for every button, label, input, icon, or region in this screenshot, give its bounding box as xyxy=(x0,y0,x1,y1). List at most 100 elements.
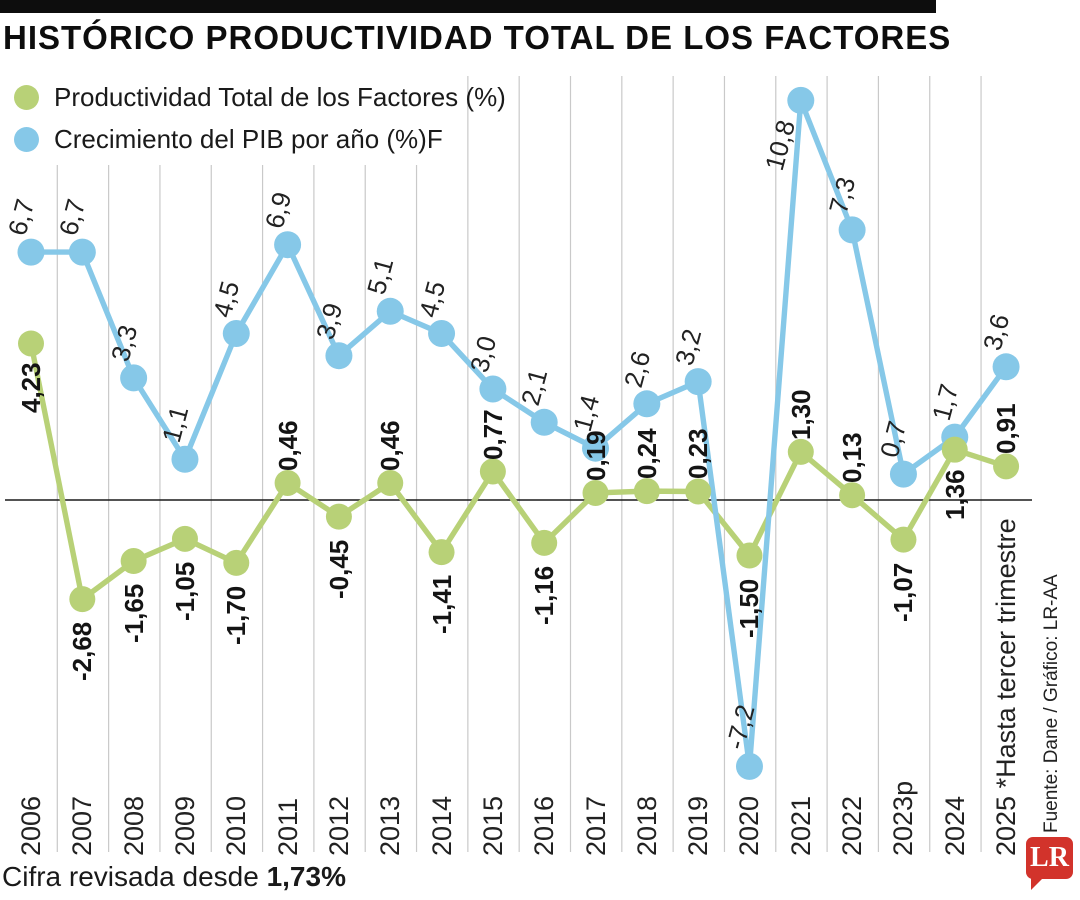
legend-item-pib: Crecimiento del PIB por año (%)F xyxy=(14,124,452,155)
legend: Productividad Total de los Factores (%) … xyxy=(0,74,506,165)
data-point-pib-2013 xyxy=(376,297,404,325)
value-label-productividad-2017: 0,19 xyxy=(580,430,611,481)
x-axis-label-2015: 2015 xyxy=(477,795,508,856)
value-label-productividad-2024: 1,36 xyxy=(939,469,970,520)
data-point-pib-2010 xyxy=(222,320,250,347)
value-label-productividad-2022: 0,13 xyxy=(837,432,868,484)
data-point-pib-2022 xyxy=(838,216,866,244)
series-line-pib xyxy=(31,97,1009,770)
data-point-pib-2009 xyxy=(171,445,199,473)
data-point-pib-2020 xyxy=(735,752,763,780)
x-axis-label-2025: 2025 *Hasta tercer trimestre xyxy=(991,518,1022,856)
value-label-productividad-2020: -1,50 xyxy=(734,578,765,638)
value-label-pib-2011: 6,9 xyxy=(258,188,297,232)
data-point-productividad-2009 xyxy=(171,525,198,552)
source-credit: Fuente: Dane / Gráfico: LR-AA xyxy=(1041,574,1062,833)
value-label-productividad-2006: 4,23 xyxy=(16,362,46,414)
data-point-pib-2019 xyxy=(684,368,712,396)
data-point-pib-2021 xyxy=(787,86,815,114)
data-point-pib-2008 xyxy=(120,364,148,392)
data-point-productividad-2023p xyxy=(890,526,917,553)
value-label-productividad-2018: 0,24 xyxy=(631,428,662,480)
data-point-productividad-2017 xyxy=(582,479,609,506)
footnote-text: Cifra revisada desde xyxy=(2,861,267,892)
x-axis-label-2016: 2016 xyxy=(529,795,560,856)
value-label-productividad-2015: 0,77 xyxy=(477,408,508,460)
data-point-pib-2025 *Hasta tercer trimestre xyxy=(992,353,1020,381)
x-axis-label-2019: 2019 xyxy=(683,795,714,856)
data-point-productividad-2022 xyxy=(839,482,866,509)
x-axis-label-2024: 2024 xyxy=(939,795,970,856)
data-point-productividad-2016 xyxy=(531,529,558,556)
legend-label-productividad: Productividad Total de los Factores (%) xyxy=(54,82,506,112)
value-label-productividad-2008: -1,65 xyxy=(118,583,149,644)
x-axis-label-2006: 2006 xyxy=(16,795,46,856)
data-point-pib-2014 xyxy=(428,320,456,347)
footnote: Cifra revisada desde 1,73% xyxy=(2,861,346,893)
x-axis-label-2009: 2009 xyxy=(169,795,200,856)
lr-logo-tail-icon xyxy=(1031,876,1045,890)
x-axis-label-2021: 2021 xyxy=(785,795,816,856)
data-point-pib-2016 xyxy=(530,408,558,436)
legend-dot-productividad-icon xyxy=(14,85,39,110)
x-axis-label-2011: 2011 xyxy=(272,797,303,856)
data-point-productividad-2024 xyxy=(941,436,968,463)
data-point-productividad-2018 xyxy=(633,478,660,505)
value-label-productividad-2014: -1,41 xyxy=(426,574,457,635)
data-point-productividad-2012 xyxy=(325,503,352,530)
value-label-productividad-2025 *Hasta tercer trimestre: 0,91 xyxy=(991,403,1022,455)
value-label-productividad-2013: 0,46 xyxy=(375,420,406,471)
x-axis-label-2013: 2013 xyxy=(375,795,406,856)
x-axis-label-2014: 2014 xyxy=(426,795,457,856)
data-point-pib-2015 xyxy=(479,375,507,403)
data-point-productividad-2025 *Hasta tercer trimestre xyxy=(993,453,1020,480)
legend-item-productividad: Productividad Total de los Factores (%) xyxy=(14,82,506,113)
data-point-productividad-2019 xyxy=(685,478,712,505)
x-axis-label-2008: 2008 xyxy=(118,795,149,856)
data-point-productividad-2008 xyxy=(120,548,147,575)
data-point-productividad-2011 xyxy=(274,469,301,496)
x-axis-label-2012: 2012 xyxy=(323,795,354,856)
data-point-productividad-2014 xyxy=(428,539,455,566)
x-axis-label-2017: 2017 xyxy=(580,795,611,856)
x-axis-label-2018: 2018 xyxy=(631,795,662,856)
data-point-pib-2007 xyxy=(68,238,96,266)
x-axis-label-2022: 2022 xyxy=(837,795,868,856)
data-point-productividad-2021 xyxy=(787,438,814,465)
value-label-productividad-2016: -1,16 xyxy=(529,565,560,625)
value-label-productividad-2019: 0,23 xyxy=(683,428,714,480)
x-axis-label-2023p: 2023p xyxy=(888,780,919,856)
data-point-productividad-2010 xyxy=(223,549,250,576)
legend-label-pib: Crecimiento del PIB por año (%)F xyxy=(54,124,443,154)
top-bar xyxy=(0,0,936,13)
data-point-pib-2006 xyxy=(17,238,45,266)
data-point-productividad-2020 xyxy=(736,542,763,569)
data-point-pib-2018 xyxy=(633,390,661,418)
lr-logo: LR xyxy=(1026,837,1073,890)
x-axis-label-2020: 2020 xyxy=(734,795,765,856)
data-point-pib-2023p xyxy=(889,460,917,488)
data-point-pib-2012 xyxy=(325,342,353,370)
data-point-pib-2017 xyxy=(582,434,610,462)
data-point-productividad-2013 xyxy=(377,469,404,496)
data-point-productividad-2006 xyxy=(18,330,44,357)
data-point-pib-2011 xyxy=(274,231,302,259)
data-point-productividad-2007 xyxy=(69,586,96,613)
value-label-productividad-2012: -0,45 xyxy=(323,539,354,599)
value-label-pib-2017: 1,4 xyxy=(566,392,605,435)
legend-dot-pib-icon xyxy=(14,127,39,152)
value-label-productividad-2009: -1,05 xyxy=(169,561,200,621)
value-label-productividad-2007: -2,68 xyxy=(67,621,98,682)
value-label-pib-2014: 4,5 xyxy=(412,277,451,321)
footnote-value: 1,73% xyxy=(266,861,346,892)
lr-logo-text: LR xyxy=(1030,842,1069,873)
value-label-productividad-2023p: -1,07 xyxy=(888,562,919,622)
data-point-productividad-2015 xyxy=(479,458,506,485)
value-label-productividad-2010: -1,70 xyxy=(221,585,252,645)
x-axis-label-2007: 2007 xyxy=(67,795,98,856)
x-axis-label-2010: 2010 xyxy=(221,795,252,856)
value-label-productividad-2011: 0,46 xyxy=(272,420,303,471)
value-label-productividad-2021: 1,30 xyxy=(785,389,816,440)
